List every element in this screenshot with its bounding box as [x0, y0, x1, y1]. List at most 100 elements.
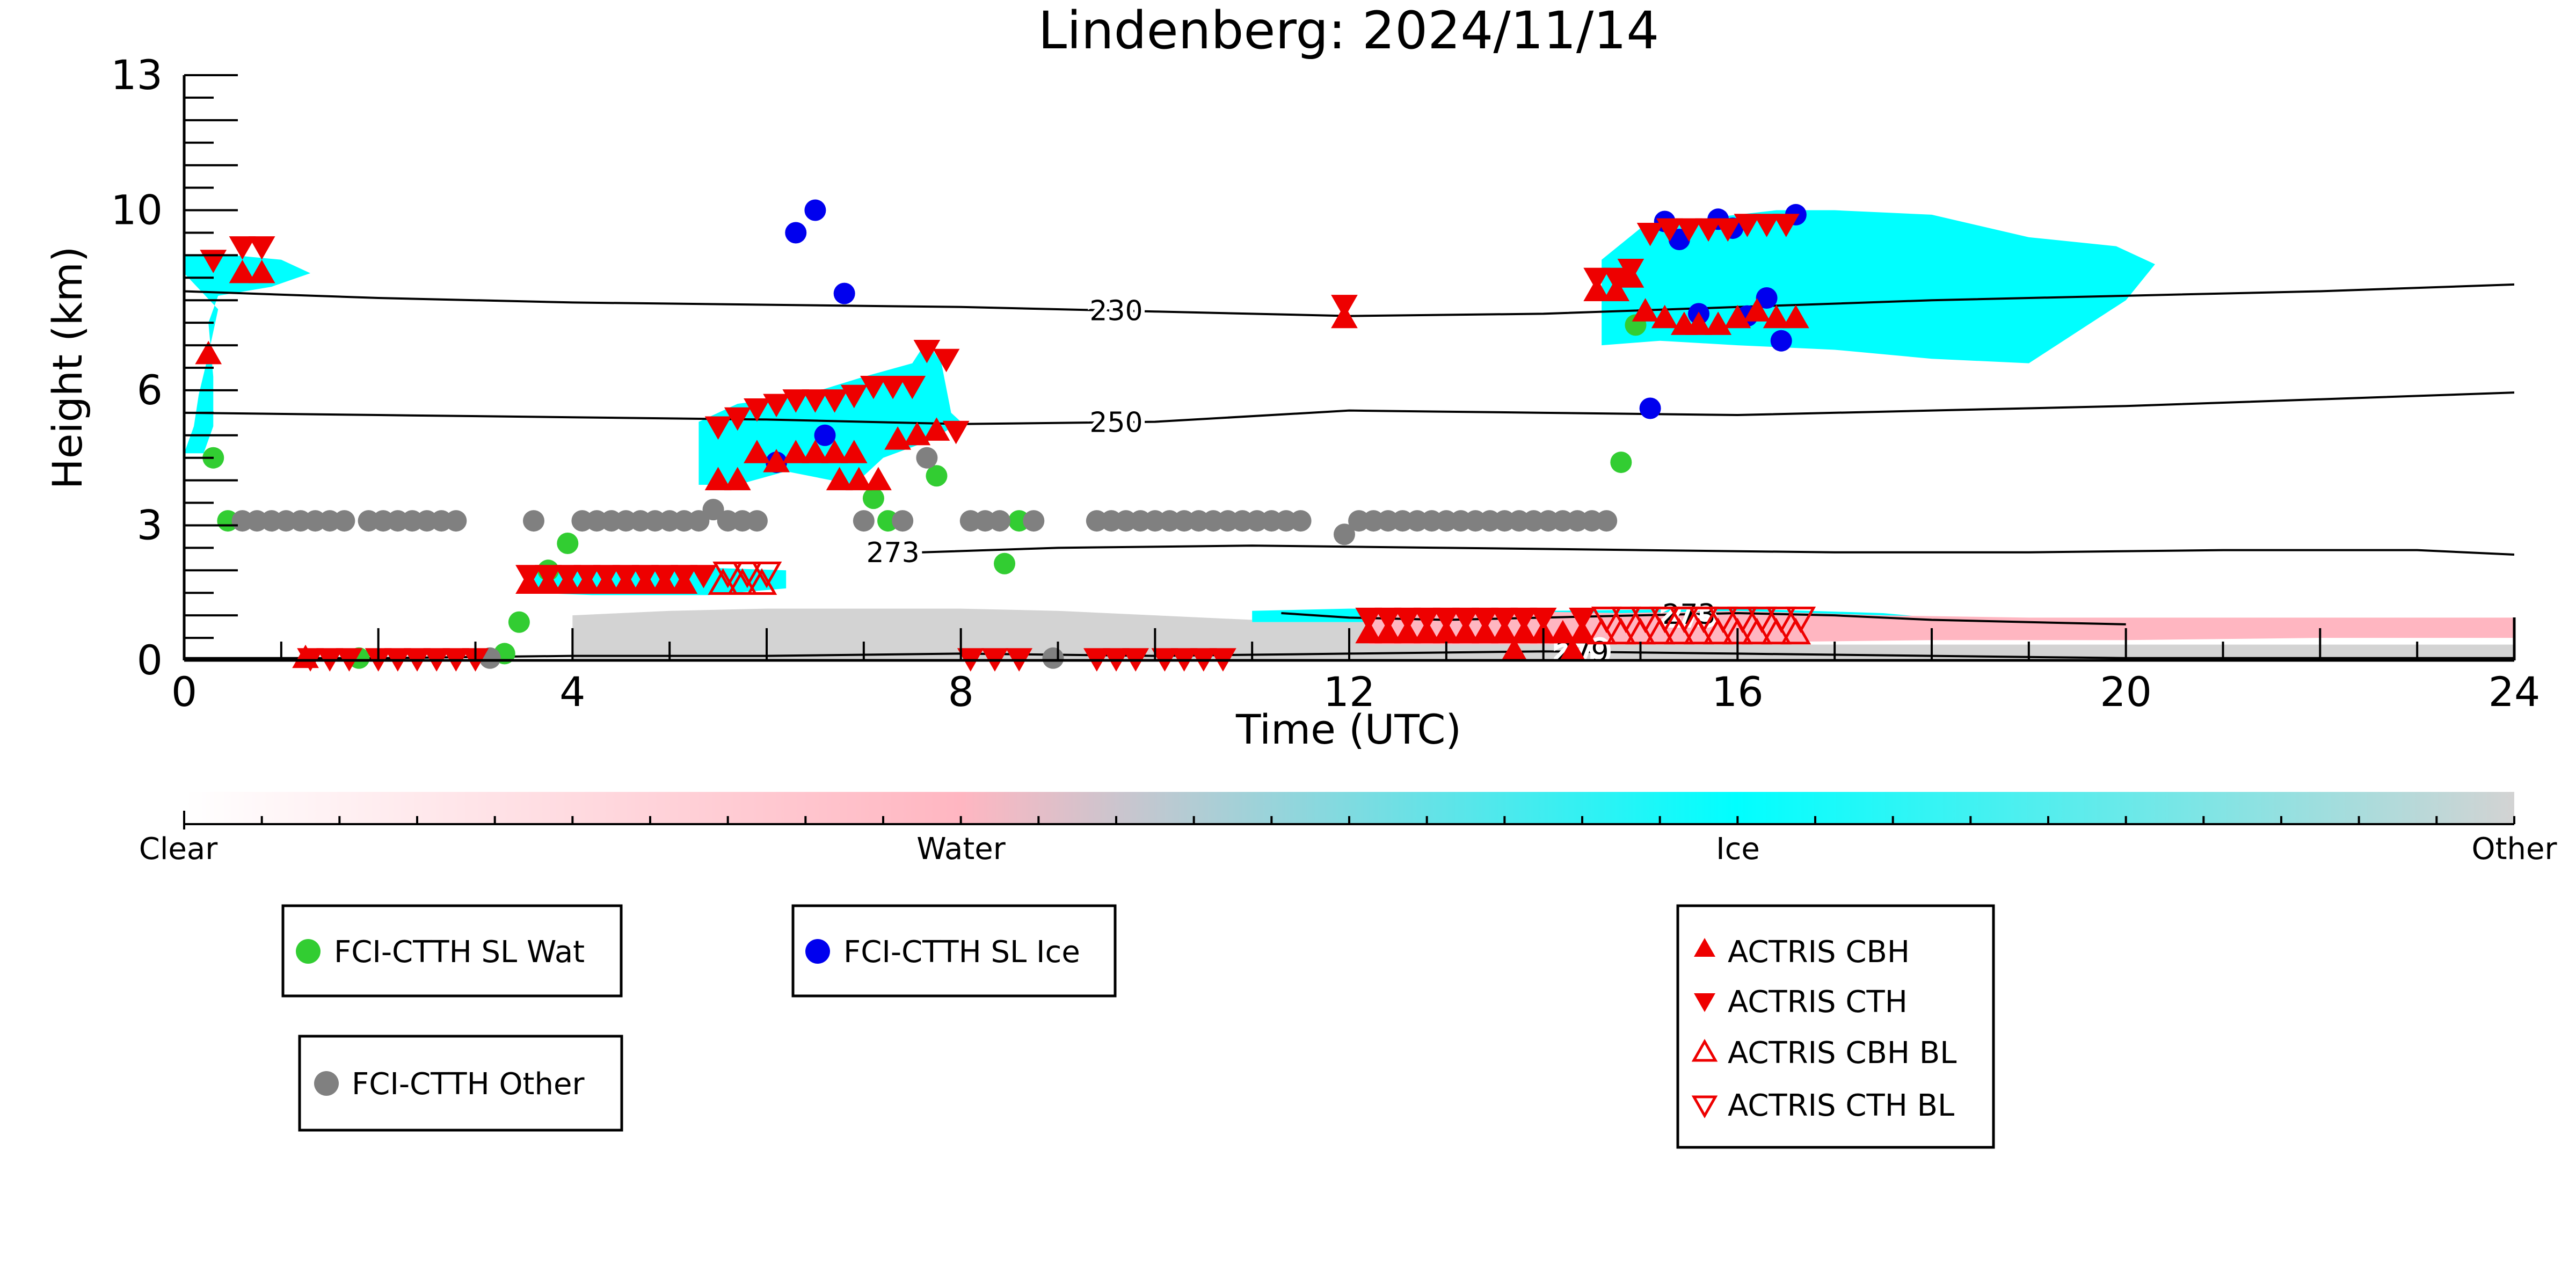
isotherm-label-2: 273	[866, 537, 919, 569]
actris-cth-point-26	[1734, 214, 1761, 237]
actris-cbh-point-27	[1743, 298, 1771, 322]
y-tick-label-10: 10	[111, 186, 163, 234]
actris-cth-point-8	[802, 389, 829, 413]
x-axis-label: Time (UTC)	[1235, 705, 1461, 753]
y-tick-label-13: 13	[111, 51, 163, 99]
legend-marker-cbh-bl	[1691, 1038, 1718, 1062]
actris-cth-point-5	[744, 398, 770, 422]
fci-ctth-sl-ice-point-7	[1668, 229, 1690, 251]
fci-ctth-sl-ice-point-5	[1639, 397, 1661, 419]
legend-box-sl-ice: FCI-CTTH SL Ice	[791, 904, 1117, 998]
actris-cbh-point-1	[229, 259, 256, 283]
chart-title: Lindenberg: 2024/11/14	[1038, 1, 1660, 61]
actris-cbh-point-0	[195, 340, 222, 365]
actris-cth-point-21	[1636, 222, 1664, 246]
actris-cbh-point-6	[763, 449, 790, 472]
actris-cth-point-47	[1510, 607, 1538, 631]
data-markers	[195, 199, 1816, 672]
legend-label-cbh: ACTRIS CBH	[1728, 935, 1910, 970]
actris-cth-bl-point-11	[1747, 606, 1777, 634]
axes: 0 3 6 10 13 0 4 8 12 16 20 24	[111, 51, 2540, 716]
actris-cbh-point-8	[802, 440, 829, 463]
y-tick-label-3: 3	[137, 501, 163, 549]
legend-label-other: FCI-CTTH Other	[352, 1067, 585, 1102]
actris-cbh-bl-point-11	[1742, 617, 1772, 645]
actris-cth-point-30	[535, 565, 562, 588]
fci-ctth-other-point-14	[445, 510, 467, 532]
legend-box-other: FCI-CTTH Other	[298, 1035, 623, 1132]
fci-ctth-sl-wat-point-10	[994, 552, 1016, 574]
actris-cth-point-42	[1413, 607, 1440, 631]
fci-ctth-sl-wat-point-12	[1610, 452, 1632, 474]
fci-ctth-other-point-69	[1596, 510, 1618, 532]
legend-marker-cth-bl	[1691, 1095, 1718, 1119]
actris-cth-point-18	[1583, 267, 1610, 292]
actris-cth-point-38	[690, 565, 717, 588]
actris-cbh-point-21	[1632, 298, 1659, 322]
isotherm-line-1	[184, 391, 2514, 425]
actris-cbh-point-41	[1394, 620, 1421, 644]
fci-ctth-other-point-34	[989, 510, 1010, 532]
actris-cth-bl-point-3	[1591, 606, 1622, 634]
x-tick-label-20: 20	[2100, 668, 2152, 716]
fci-ctth-other-point-28	[746, 510, 768, 532]
y-axis-label: Height (km)	[43, 246, 91, 490]
y-tick-label-6: 6	[137, 366, 163, 414]
actris-cth-point-43	[1432, 607, 1460, 631]
actris-cbh-point-47	[1510, 620, 1538, 644]
actris-cth-point-37	[671, 565, 698, 588]
actris-cbh-bl-point-3	[1586, 617, 1617, 645]
actris-cth-point-24	[1695, 218, 1722, 242]
fci-ctth-sl-wat-point-7	[862, 487, 884, 510]
fci-ctth-other-point-29	[853, 510, 875, 532]
actris-cth-point-16	[942, 420, 970, 445]
actris-cth-point-7	[782, 389, 810, 413]
actris-cbh-point-49	[1549, 620, 1576, 644]
actris-cbh-point-3	[704, 467, 732, 491]
actris-cbh-point-50	[1569, 620, 1596, 644]
fci-ctth-other-point-35	[1023, 510, 1045, 532]
actris-cbh-point-42	[1413, 620, 1440, 644]
legend-label-cbh-bl: ACTRIS CBH BL	[1728, 1036, 1956, 1071]
actris-cth-point-35	[632, 565, 659, 588]
actris-cth-point-39	[1355, 607, 1382, 631]
actris-cbh-point-46	[1491, 620, 1518, 644]
actris-cbh-point-29	[1782, 304, 1809, 329]
actris-cbh-point-24	[1685, 311, 1712, 335]
legend-marker-cth	[1694, 993, 1715, 1012]
fci-ctth-other-point-71	[1042, 647, 1064, 669]
fci-ctth-other-point-50	[1290, 510, 1312, 532]
actris-cbh-point-13	[865, 467, 892, 491]
colorbar-label-other: Other	[2471, 832, 2557, 867]
actris-cbh-point-25	[1705, 311, 1732, 335]
actris-cbh-bl-point-4	[1606, 617, 1636, 645]
actris-cbh-point-12	[845, 467, 872, 491]
x-tick-label-4: 4	[559, 668, 585, 716]
actris-cth-point-2	[248, 236, 275, 260]
actris-cth-point-45	[1472, 607, 1499, 631]
actris-cth-bl-point-7	[1669, 606, 1700, 634]
actris-cbh-point-16	[923, 417, 950, 441]
x-tick-label-8: 8	[948, 668, 973, 716]
actris-cbh-bl-point-6	[1644, 617, 1675, 645]
x-tick-label-0: 0	[171, 668, 197, 716]
actris-cth-bl-point-9	[1707, 606, 1738, 634]
actris-cbh-point-15	[904, 421, 931, 446]
colorbar-label-ice: Ice	[1716, 832, 1760, 867]
legend-box-actris: ACTRIS CBH ACTRIS CTH ACTRIS CBH BL ACTR…	[1676, 904, 1995, 1149]
x-tick-label-24: 24	[2488, 668, 2541, 716]
actris-cbh-point-5	[744, 440, 770, 463]
actris-cbh-point-14	[884, 426, 911, 450]
actris-cth-point-40	[1374, 607, 1402, 631]
x-tick-label-16: 16	[1712, 668, 1764, 716]
actris-cbh-point-10	[840, 440, 868, 463]
actris-cth-point-22	[1656, 218, 1683, 242]
actris-cth-point-44	[1452, 607, 1479, 631]
actris-cth-point-17	[1331, 295, 1358, 318]
fci-ctth-other-point-25	[702, 499, 724, 521]
x-tick-label-12: 12	[1323, 668, 1376, 716]
isotherm-line-2	[922, 544, 2514, 556]
actris-cth-point-1	[229, 236, 256, 260]
actris-cbh-point-44	[1452, 620, 1479, 644]
actris-cth-point-14	[913, 339, 941, 363]
